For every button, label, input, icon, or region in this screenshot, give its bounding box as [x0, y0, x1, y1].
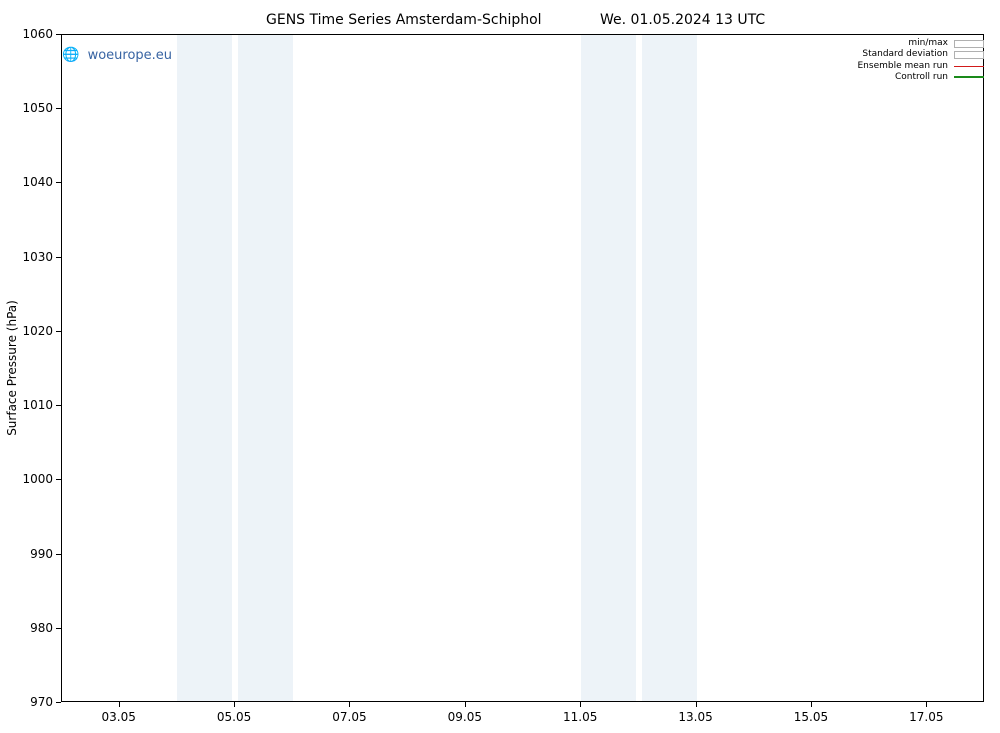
- x-tick-label: 09.05: [448, 710, 482, 724]
- legend-swatch: [954, 40, 984, 48]
- chart-title-left: GENS Time Series Amsterdam-Schiphol: [266, 12, 542, 28]
- y-tick-label: 980: [30, 621, 53, 635]
- x-tick-label: 13.05: [678, 710, 712, 724]
- y-tick-label: 1050: [22, 101, 53, 115]
- y-tick-mark: [56, 628, 61, 629]
- x-tick-mark: [349, 702, 350, 707]
- y-tick-mark: [56, 257, 61, 258]
- x-tick-mark: [119, 702, 120, 707]
- y-tick-mark: [56, 331, 61, 332]
- legend-label: Controll run: [895, 72, 948, 83]
- y-tick-label: 970: [30, 695, 53, 709]
- y-tick-label: 990: [30, 547, 53, 561]
- y-tick-label: 1040: [22, 175, 53, 189]
- weekend-shade: [238, 35, 293, 701]
- x-tick-mark: [234, 702, 235, 707]
- weekend-shade: [581, 35, 636, 701]
- y-tick-mark: [56, 554, 61, 555]
- y-tick-mark: [56, 182, 61, 183]
- x-tick-label: 17.05: [909, 710, 943, 724]
- watermark-text: woeurope.eu: [88, 48, 172, 63]
- y-tick-label: 1000: [22, 472, 53, 486]
- legend-item: min/max: [858, 38, 985, 49]
- x-tick-mark: [696, 702, 697, 707]
- legend-label: Ensemble mean run: [858, 61, 949, 72]
- plot-area: [61, 34, 984, 702]
- weekend-shade: [177, 35, 232, 701]
- pressure-timeseries-chart: GENS Time Series Amsterdam-Schiphol We. …: [0, 0, 1000, 733]
- y-tick-mark: [56, 479, 61, 480]
- y-tick-label: 1010: [22, 398, 53, 412]
- legend-item: Ensemble mean run: [858, 61, 985, 72]
- y-tick-label: 1060: [22, 27, 53, 41]
- y-tick-mark: [56, 405, 61, 406]
- weekend-shade: [642, 35, 697, 701]
- x-tick-mark: [811, 702, 812, 707]
- legend-swatch: [954, 51, 984, 59]
- legend-item: Controll run: [858, 72, 985, 83]
- legend-label: min/max: [908, 38, 948, 49]
- x-tick-mark: [926, 702, 927, 707]
- chart-title-right: We. 01.05.2024 13 UTC: [600, 12, 765, 28]
- legend-swatch: [954, 76, 984, 78]
- x-tick-label: 07.05: [332, 710, 366, 724]
- y-tick-mark: [56, 108, 61, 109]
- y-tick-mark: [56, 34, 61, 35]
- legend-label: Standard deviation: [862, 49, 948, 60]
- legend: min/maxStandard deviationEnsemble mean r…: [858, 38, 985, 83]
- legend-item: Standard deviation: [858, 49, 985, 60]
- y-axis-label: Surface Pressure (hPa): [5, 300, 19, 436]
- x-tick-label: 15.05: [794, 710, 828, 724]
- watermark: 🌐 woeurope.eu: [62, 47, 172, 63]
- x-tick-label: 05.05: [217, 710, 251, 724]
- globe-icon: 🌐: [62, 47, 79, 63]
- x-tick-label: 03.05: [102, 710, 136, 724]
- x-tick-mark: [465, 702, 466, 707]
- y-tick-mark: [56, 702, 61, 703]
- x-tick-label: 11.05: [563, 710, 597, 724]
- y-tick-label: 1020: [22, 324, 53, 338]
- legend-swatch: [954, 66, 984, 67]
- x-tick-mark: [580, 702, 581, 707]
- y-tick-label: 1030: [22, 250, 53, 264]
